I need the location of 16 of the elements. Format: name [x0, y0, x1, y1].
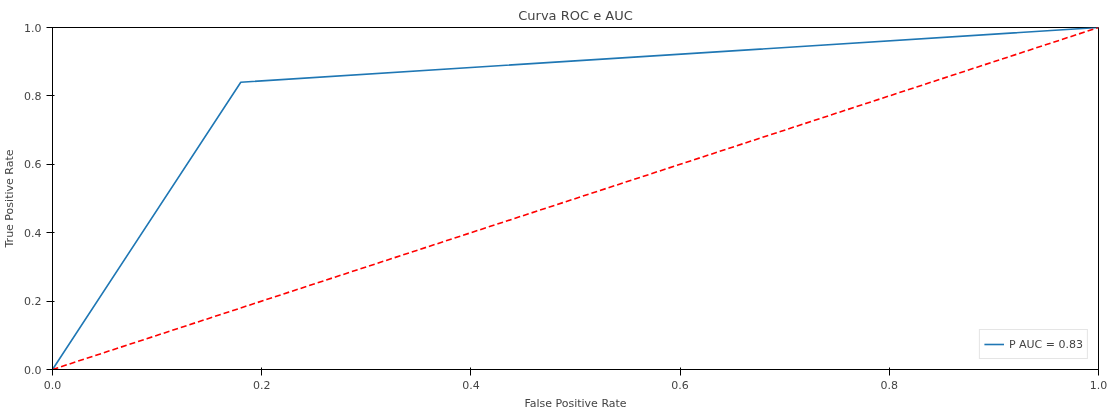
x-tick-label: 0.8	[880, 378, 899, 392]
x-tick-label: 0.4	[462, 378, 480, 392]
x-tick-label: 0.2	[252, 378, 271, 392]
y-tick-label: 0.4	[24, 226, 42, 240]
x-tick-label: 0.0	[43, 378, 62, 392]
y-tick-label: 0.8	[24, 89, 42, 103]
x-axis-title: False Positive Rate	[524, 396, 627, 410]
y-tick-label: 0.6	[24, 158, 42, 172]
legend-label: P AUC = 0.83	[1008, 337, 1083, 351]
y-axis-title: True Positive Rate	[3, 149, 17, 249]
chart-title: Curva ROC e AUC	[518, 7, 633, 23]
y-tick-label: 0.2	[24, 295, 42, 309]
x-tick-label: 0.6	[671, 378, 689, 392]
x-tick-label: 1.0	[1089, 378, 1108, 392]
y-tick-label: 0.0	[24, 363, 42, 377]
y-tick-label: 1.0	[24, 21, 42, 35]
